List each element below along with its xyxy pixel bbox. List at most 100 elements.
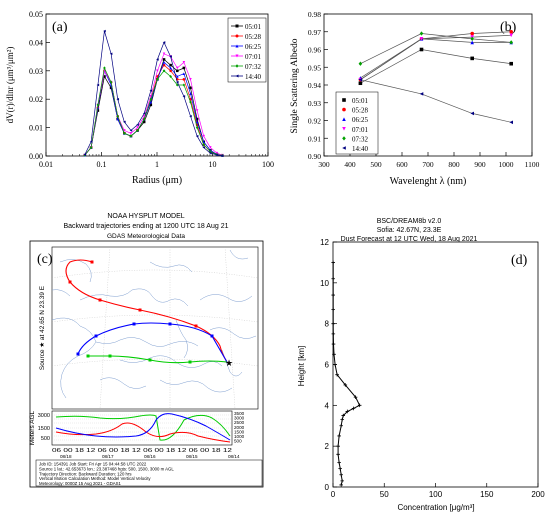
panel-a-point bbox=[156, 69, 159, 73]
panel-a-xtick-label: 1 bbox=[155, 160, 159, 169]
panel-a-legend-marker bbox=[235, 64, 239, 68]
panel-b-xtick-label: 700 bbox=[422, 160, 434, 169]
panel-a-point bbox=[142, 112, 146, 115]
panel-d-point bbox=[351, 406, 356, 411]
panel-a-xlabel: Radius (μm) bbox=[132, 175, 182, 186]
panel-c-header-2: Backward trajectories ending at 1200 UTC… bbox=[64, 223, 229, 230]
panel-a-point bbox=[96, 109, 100, 112]
panel-d-title-3: Dust Forecast at 12 UTC Wed, 18 Aug 2021 bbox=[341, 236, 478, 243]
panel-a-legend-box bbox=[227, 17, 267, 83]
panel-b-xtick-label: 1000 bbox=[499, 160, 514, 169]
panel-a-xtick-label: 100 bbox=[262, 160, 274, 169]
panel-d-ticks: 0 50 100 150 200 0 2 4 6 8 10 12 bbox=[320, 238, 545, 499]
panel-a-point bbox=[103, 66, 106, 70]
panel-a-line-05:01 bbox=[84, 58, 223, 156]
panel-b-ylabel: Single Scattering Albedo bbox=[290, 38, 300, 133]
panel-b-ytick-label: 0.95 bbox=[308, 63, 321, 72]
panel-a-point bbox=[123, 129, 126, 132]
panel-a-point bbox=[129, 129, 133, 132]
profile-dates: 08/18 08/17 08/16 08/15 08/14 bbox=[60, 454, 240, 459]
trajectory-marker bbox=[194, 324, 198, 328]
panel-b-ytick-label: 0.90 bbox=[308, 152, 321, 161]
panel-b-ytick-label: 0.98 bbox=[308, 10, 321, 19]
panel-a-point bbox=[220, 154, 224, 158]
panel-a-point bbox=[123, 131, 126, 135]
panel-a-point bbox=[202, 134, 206, 138]
panel-a-point bbox=[162, 58, 166, 61]
panel-a-point bbox=[89, 145, 93, 150]
panel-b-point bbox=[509, 120, 513, 125]
profile-3000m bbox=[55, 414, 231, 441]
panel-b-point bbox=[509, 33, 513, 38]
panel-b-ytick-label: 0.96 bbox=[308, 46, 321, 55]
panel-b-legend-label: 07:32 bbox=[352, 135, 368, 143]
profile-time-ticks: 06 00 18 12 06 00 18 12 06 00 18 12 06 0… bbox=[52, 448, 232, 454]
panel-a-point bbox=[103, 29, 106, 33]
panel-b-xtick-label: 400 bbox=[344, 160, 356, 169]
panel-b-point bbox=[509, 61, 513, 66]
panel-b-series bbox=[358, 29, 513, 125]
profile-date-label: 08/14 bbox=[228, 454, 240, 459]
panel-b-point bbox=[358, 77, 363, 82]
panel-d-ytick-label: 0 bbox=[325, 483, 330, 492]
panel-a-ytick-label: 0.02 bbox=[29, 95, 43, 104]
trajectory-marker bbox=[94, 334, 98, 338]
panel-d-ytick-label: 6 bbox=[325, 361, 330, 370]
panel-c-side-label: Source ★ at 42.65 N 23.39 E bbox=[38, 285, 46, 370]
panel-a-point bbox=[129, 134, 133, 138]
panel-a-point bbox=[142, 114, 146, 118]
profile-date-label: 08/18 bbox=[60, 454, 72, 459]
panel-a-point bbox=[116, 114, 120, 118]
panel-a-point bbox=[169, 66, 172, 70]
profile-right-tick-label: 2000 bbox=[234, 425, 245, 430]
panel-d-point bbox=[339, 472, 343, 477]
panel-b-point bbox=[358, 61, 363, 66]
panel-b-line-05:01 bbox=[360, 49, 512, 84]
panel-a-point bbox=[116, 97, 120, 101]
panel-a-line-06:25 bbox=[84, 61, 223, 156]
panel-a-point bbox=[195, 117, 199, 121]
profile-right-tick-label: 3000 bbox=[234, 416, 245, 421]
panel-a-point bbox=[96, 103, 100, 107]
panel-a-ytick-label: 0.01 bbox=[29, 124, 43, 133]
panel-b-xtick-label: 800 bbox=[448, 160, 460, 169]
panel-a-point bbox=[182, 95, 186, 98]
panel-a-point bbox=[182, 78, 186, 81]
panel-a-point bbox=[189, 100, 192, 104]
panel-a-point bbox=[182, 83, 186, 87]
panel-d-ytick-label: 12 bbox=[320, 238, 329, 247]
panel-b-ytick-label: 0.91 bbox=[308, 134, 321, 143]
panel-a-point bbox=[169, 74, 172, 79]
panel-b-point bbox=[509, 40, 513, 45]
panel-d-xtick-label: 100 bbox=[429, 490, 443, 499]
panel-d-point bbox=[331, 293, 336, 297]
panel-a-point bbox=[136, 123, 139, 127]
panel-b-legend-label: 14:40 bbox=[352, 145, 368, 153]
panel-a-point bbox=[109, 80, 113, 84]
panel-d-label: (d) bbox=[511, 253, 528, 268]
panel-b-ytick-label: 0.93 bbox=[308, 99, 321, 108]
trajectory-1500m bbox=[77, 322, 228, 363]
panel-a-point bbox=[136, 126, 139, 129]
source-star-icon: ★ bbox=[225, 358, 233, 368]
panel-a-legend: 05:01 05:28 06:25 07:01 07:32 14:40 bbox=[227, 17, 267, 83]
panel-a-point bbox=[109, 86, 113, 90]
panel-b-xtick-label: 500 bbox=[370, 160, 382, 169]
panel-d-point bbox=[340, 417, 345, 422]
map-graticule bbox=[51, 246, 259, 410]
panel-b-legend-marker bbox=[342, 107, 346, 112]
panel-a-point bbox=[149, 103, 153, 107]
panel-b-legend-marker bbox=[342, 98, 346, 102]
panel-a-point bbox=[169, 63, 172, 67]
panel-b-point bbox=[470, 31, 475, 36]
panel-a-legend-label: 14:40 bbox=[245, 73, 261, 81]
panel-a-point bbox=[195, 134, 199, 138]
panel-b-ytick-label: 0.94 bbox=[308, 81, 321, 90]
panel-d-point bbox=[336, 444, 340, 448]
panel-d-point bbox=[331, 342, 336, 346]
panel-a-legend-marker bbox=[235, 54, 239, 58]
profile-right-tick-label: 3500 bbox=[234, 411, 245, 416]
panel-d-point bbox=[339, 423, 343, 428]
map-frame bbox=[51, 246, 259, 410]
panel-a-point bbox=[149, 97, 153, 101]
